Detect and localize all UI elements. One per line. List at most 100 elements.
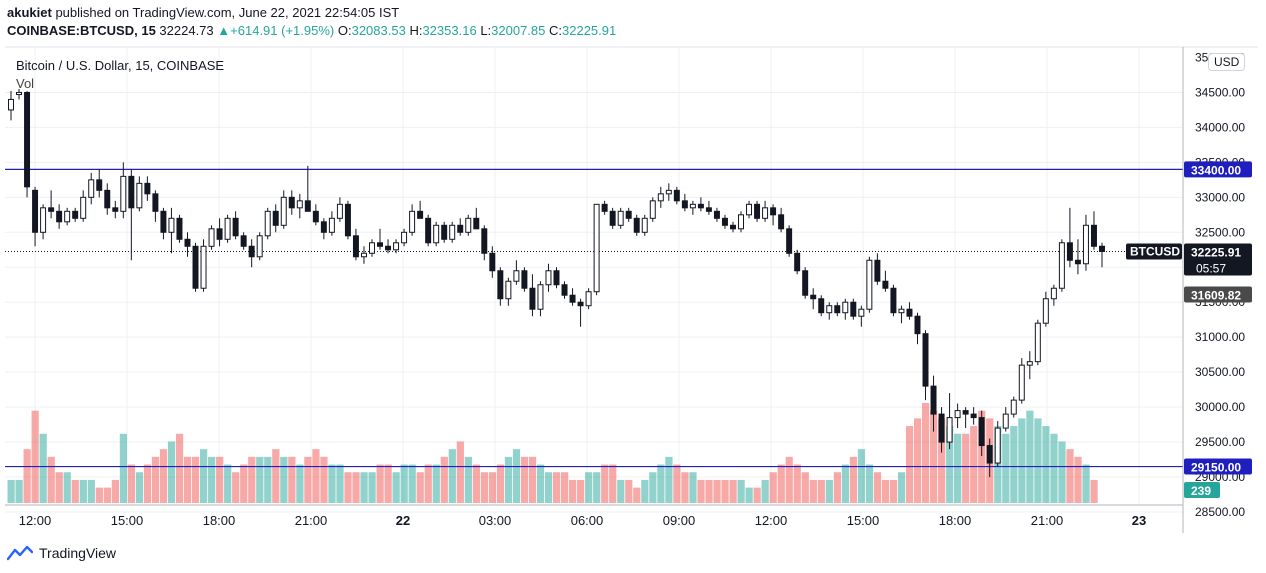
volume-bar xyxy=(729,479,737,503)
volume-bar xyxy=(978,410,986,503)
x-tick-label: 12:00 xyxy=(19,513,52,528)
candle xyxy=(112,200,119,219)
y-tick-label: 28500.00 xyxy=(1195,505,1245,519)
candle xyxy=(457,218,464,236)
candle-body xyxy=(721,217,728,226)
candle xyxy=(1074,239,1081,275)
x-tick-label: 21:00 xyxy=(1031,513,1064,528)
candle-body xyxy=(344,203,351,237)
volume-bar xyxy=(641,479,649,503)
y-tick-label: 34500.00 xyxy=(1195,85,1245,99)
volume-bar xyxy=(544,472,553,503)
candle xyxy=(505,277,512,306)
candle-body xyxy=(673,189,680,202)
candle xyxy=(657,186,664,208)
volume-bar xyxy=(697,479,705,503)
candle xyxy=(826,302,833,320)
candle xyxy=(1066,207,1073,268)
candle xyxy=(601,200,608,215)
candle-body xyxy=(152,193,159,212)
price-labels: 33400.00 32225.91 05:57 BTCUSD 31609.82 29150… xyxy=(1126,161,1252,498)
volume-bar xyxy=(1050,433,1058,503)
candle-body xyxy=(810,294,817,300)
volume-bars xyxy=(7,403,1098,503)
candle-body xyxy=(914,315,921,335)
candle xyxy=(192,242,199,292)
candle-body xyxy=(433,224,440,244)
candle-body xyxy=(1002,413,1009,429)
volume-bar xyxy=(865,464,874,503)
candle-body xyxy=(689,203,696,209)
candle-body xyxy=(296,200,303,209)
candle-body xyxy=(1010,399,1017,415)
volume-bar xyxy=(849,456,858,503)
candle-body xyxy=(88,179,95,198)
tradingview-logo-icon xyxy=(7,545,33,561)
volume-bar xyxy=(721,479,729,503)
candle xyxy=(473,207,480,230)
candle-body xyxy=(248,245,255,258)
price-label: 29150.00 xyxy=(1191,461,1241,475)
footer-brand[interactable]: TradingView xyxy=(7,545,116,561)
brand-name: TradingView xyxy=(39,545,117,561)
volume-bar xyxy=(793,464,801,503)
candle xyxy=(882,270,889,292)
candle-body xyxy=(401,231,408,244)
candle xyxy=(385,239,392,254)
candle xyxy=(264,207,271,240)
candle-body xyxy=(521,270,528,289)
candle xyxy=(754,200,761,222)
volume-bar xyxy=(673,464,681,503)
candle-body xyxy=(585,291,592,307)
candle-body xyxy=(32,189,39,233)
currency-button[interactable]: USD xyxy=(1208,53,1246,71)
volume-bar xyxy=(208,456,216,503)
volume-bar xyxy=(320,456,328,503)
countdown-label: 05:57 xyxy=(1196,261,1226,275)
candle xyxy=(272,204,279,233)
candle xyxy=(56,204,63,229)
price-label: 32225.91 xyxy=(1191,245,1241,259)
candle xyxy=(1058,239,1065,292)
volume-bar xyxy=(360,472,368,503)
volume-bar xyxy=(913,418,922,503)
candle-body xyxy=(385,245,392,251)
volume-bar xyxy=(408,464,416,503)
author-name[interactable]: akukiet xyxy=(7,5,52,20)
symbol-tag-box xyxy=(1126,243,1182,260)
candle xyxy=(417,200,424,219)
candle-body xyxy=(288,196,295,209)
candle-body xyxy=(369,242,375,254)
candle xyxy=(834,302,841,317)
candle-body xyxy=(930,385,937,415)
volume-bar xyxy=(809,479,817,503)
chart-legend-title[interactable]: Bitcoin / U.S. Dollar, 15, COINBASE xyxy=(16,58,225,73)
open-label: O: xyxy=(337,23,352,38)
candle-body xyxy=(128,175,135,209)
candle-body xyxy=(657,193,664,202)
volume-bar xyxy=(520,456,529,503)
candle xyxy=(441,221,448,243)
candle xyxy=(665,183,672,201)
close-value: 32225.91 xyxy=(562,23,617,38)
candle-body xyxy=(577,301,584,307)
candle-body xyxy=(168,217,175,233)
candle-body xyxy=(1082,224,1089,265)
candle-body xyxy=(842,301,849,314)
candle xyxy=(1002,407,1009,432)
volume-bar xyxy=(745,487,753,503)
close-label: C: xyxy=(549,23,563,38)
volume-bar xyxy=(336,464,344,503)
candle-body xyxy=(1018,364,1025,401)
candle xyxy=(898,305,905,324)
candle xyxy=(489,246,496,278)
volume-bar xyxy=(1042,426,1050,503)
volume-bar xyxy=(817,479,825,503)
volume-legend[interactable]: Vol xyxy=(16,76,35,91)
symbol-info-bar: COINBASE:BTCUSD, 15 32224.73 ▲+614.91 (+… xyxy=(7,23,616,38)
candle xyxy=(425,214,432,247)
candle xyxy=(954,403,961,429)
candle-body xyxy=(954,410,961,419)
high-value: 32353.16 xyxy=(422,23,477,38)
